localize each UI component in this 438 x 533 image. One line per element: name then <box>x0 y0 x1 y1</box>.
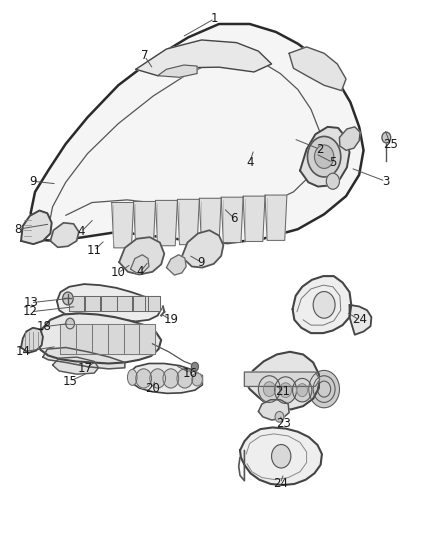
Text: 20: 20 <box>145 382 160 394</box>
Circle shape <box>313 292 335 318</box>
Circle shape <box>263 382 276 397</box>
Text: 21: 21 <box>275 385 290 398</box>
Polygon shape <box>265 195 287 240</box>
Polygon shape <box>76 324 92 354</box>
Polygon shape <box>293 276 351 333</box>
Text: 24: 24 <box>273 477 288 490</box>
Polygon shape <box>119 237 164 274</box>
Polygon shape <box>177 199 199 245</box>
Circle shape <box>297 384 307 397</box>
Text: 4: 4 <box>77 225 85 238</box>
Text: 15: 15 <box>63 375 78 387</box>
Polygon shape <box>199 198 221 244</box>
Text: 24: 24 <box>352 313 367 326</box>
Text: 13: 13 <box>23 296 38 309</box>
Circle shape <box>307 136 341 177</box>
Circle shape <box>136 369 152 388</box>
Polygon shape <box>39 313 161 364</box>
Text: 9: 9 <box>198 256 205 269</box>
Polygon shape <box>300 127 350 187</box>
Circle shape <box>275 411 284 422</box>
Ellipse shape <box>127 369 137 385</box>
Circle shape <box>163 369 179 388</box>
Polygon shape <box>60 324 76 354</box>
Polygon shape <box>240 427 322 485</box>
Circle shape <box>150 369 166 388</box>
Polygon shape <box>145 296 160 311</box>
Polygon shape <box>245 352 319 409</box>
Polygon shape <box>243 196 265 241</box>
Polygon shape <box>69 296 85 311</box>
Polygon shape <box>21 211 52 244</box>
Polygon shape <box>112 203 134 248</box>
Polygon shape <box>166 255 186 275</box>
Text: 14: 14 <box>15 345 30 358</box>
Polygon shape <box>139 324 155 354</box>
Circle shape <box>314 145 334 168</box>
Polygon shape <box>182 230 223 268</box>
Polygon shape <box>339 127 360 150</box>
Text: 9: 9 <box>29 175 37 188</box>
Text: 2: 2 <box>316 143 324 156</box>
Text: 16: 16 <box>183 367 198 379</box>
Polygon shape <box>155 200 177 246</box>
Polygon shape <box>131 255 149 273</box>
Text: 19: 19 <box>163 313 178 326</box>
Text: 6: 6 <box>230 212 238 225</box>
Polygon shape <box>244 372 320 386</box>
Text: 11: 11 <box>87 244 102 257</box>
Circle shape <box>66 318 74 329</box>
Circle shape <box>326 173 339 189</box>
Circle shape <box>191 362 198 371</box>
Polygon shape <box>136 40 272 76</box>
Polygon shape <box>158 65 197 77</box>
Polygon shape <box>134 201 155 247</box>
Text: 7: 7 <box>141 50 148 62</box>
Polygon shape <box>53 357 99 374</box>
Circle shape <box>258 376 280 402</box>
Text: 4: 4 <box>136 265 144 278</box>
Polygon shape <box>57 284 161 321</box>
Polygon shape <box>31 24 364 243</box>
Polygon shape <box>84 296 100 311</box>
Polygon shape <box>50 223 79 247</box>
Text: 3: 3 <box>382 175 389 188</box>
Polygon shape <box>289 47 346 91</box>
Polygon shape <box>132 296 148 311</box>
Polygon shape <box>129 364 202 393</box>
Circle shape <box>382 132 391 143</box>
Circle shape <box>272 445 291 468</box>
Text: 17: 17 <box>78 362 93 375</box>
Polygon shape <box>258 400 289 420</box>
Text: 8: 8 <box>15 223 22 236</box>
Text: 12: 12 <box>23 305 38 318</box>
Polygon shape <box>117 296 133 311</box>
Circle shape <box>63 292 73 305</box>
Circle shape <box>309 370 339 408</box>
Text: 23: 23 <box>276 417 291 430</box>
Circle shape <box>275 377 297 403</box>
Polygon shape <box>124 324 139 354</box>
Text: 1: 1 <box>211 12 219 25</box>
Polygon shape <box>21 328 43 353</box>
Polygon shape <box>92 324 108 354</box>
Polygon shape <box>101 296 117 311</box>
Polygon shape <box>108 324 124 354</box>
Circle shape <box>279 383 292 398</box>
Polygon shape <box>221 197 243 243</box>
Text: 4: 4 <box>246 156 254 169</box>
Text: 25: 25 <box>383 139 398 151</box>
Text: 5: 5 <box>329 156 336 169</box>
Polygon shape <box>350 305 371 335</box>
Polygon shape <box>43 348 125 369</box>
Text: 18: 18 <box>36 320 51 333</box>
Text: 10: 10 <box>111 266 126 279</box>
Circle shape <box>192 373 202 386</box>
Circle shape <box>293 378 312 402</box>
Circle shape <box>177 369 193 388</box>
